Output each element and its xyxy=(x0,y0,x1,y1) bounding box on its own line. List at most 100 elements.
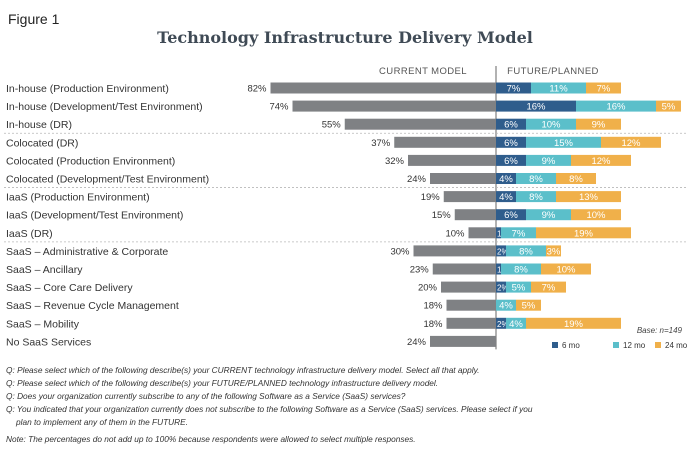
future-bar-24-mo xyxy=(601,136,661,148)
future-bar-6-mo xyxy=(496,173,516,184)
future-bar-12-mo xyxy=(496,299,516,311)
current-value-label: 15% xyxy=(432,210,452,221)
future-value-label: 5% xyxy=(662,102,676,113)
future-value-label: 2% xyxy=(497,320,509,329)
future-value-label: 3% xyxy=(547,246,561,257)
category-label: SaaS – Core Care Delivery xyxy=(6,282,133,294)
future-value-label: 13% xyxy=(579,192,599,203)
current-bar xyxy=(441,281,496,293)
current-value-label: 30% xyxy=(390,246,410,257)
category-label: SaaS – Ancillary xyxy=(6,264,83,276)
legend-swatch-12-mo xyxy=(613,342,619,348)
future-bar-6-mo xyxy=(496,227,501,239)
future-value-label: 15% xyxy=(554,138,574,149)
future-value-label: 16% xyxy=(606,102,626,113)
future-value-label: 9% xyxy=(542,210,556,221)
figure-label: Figure 1 xyxy=(8,11,60,27)
future-bar-12-mo xyxy=(506,281,531,293)
current-bar xyxy=(446,299,496,311)
future-bar-24-mo xyxy=(556,191,621,203)
future-bar-6-mo xyxy=(496,245,506,257)
legend-swatch-6-mo xyxy=(552,342,558,348)
future-bar-6-mo xyxy=(496,82,531,94)
future-value-label: 4% xyxy=(499,192,513,203)
future-value-label: 7% xyxy=(507,84,521,95)
current-value-label: 24% xyxy=(407,337,427,348)
category-label: IaaS (DR) xyxy=(6,228,53,240)
current-value-label: 10% xyxy=(445,228,465,239)
future-value-label: 11% xyxy=(549,84,568,95)
future-bar-6-mo xyxy=(496,317,506,329)
question-4: Q: You indicated that your organization … xyxy=(6,404,533,414)
future-value-label: 19% xyxy=(574,228,594,239)
question-1: Q: Please select which of the following … xyxy=(6,365,480,375)
current-bar xyxy=(446,317,496,329)
current-value-label: 55% xyxy=(322,120,342,131)
future-bar-12-mo xyxy=(501,227,536,239)
future-bar-24-mo xyxy=(516,299,541,311)
future-bar-6-mo xyxy=(496,263,501,275)
future-bar-24-mo xyxy=(576,118,621,130)
future-value-label: 19% xyxy=(564,319,584,330)
current-bar xyxy=(292,100,496,112)
future-value-label: 8% xyxy=(519,246,533,257)
future-bar-24-mo xyxy=(571,209,621,221)
future-value-label: 4% xyxy=(509,319,523,330)
future-bar-24-mo xyxy=(541,263,591,275)
category-label: Colocated (DR) xyxy=(6,137,78,149)
current-bar xyxy=(430,335,496,347)
current-bar xyxy=(468,227,496,239)
future-bar-12-mo xyxy=(506,317,526,329)
future-bar-24-mo xyxy=(571,154,631,166)
future-bar-24-mo xyxy=(556,173,596,184)
future-bar-6-mo xyxy=(496,191,516,203)
future-value-label: 2% xyxy=(497,284,509,293)
question-4-continued: plan to implement any of them in the FUT… xyxy=(16,417,189,427)
future-value-label: 6% xyxy=(504,156,518,167)
current-bar xyxy=(443,191,496,203)
current-bar xyxy=(394,136,496,148)
footnote: Note: The percentages do not add up to 1… xyxy=(6,434,416,444)
future-value-label: 5% xyxy=(522,301,536,312)
category-label: IaaS (Development/Test Environment) xyxy=(6,210,183,222)
future-bar-6-mo xyxy=(496,136,526,148)
future-value-label: 10% xyxy=(586,210,606,221)
future-value-label: 5% xyxy=(512,283,526,294)
future-bar-24-mo xyxy=(531,281,566,293)
future-value-label: 2% xyxy=(497,247,509,256)
future-value-label: 6% xyxy=(504,138,518,149)
current-bar xyxy=(408,154,496,166)
future-bar-12-mo xyxy=(516,191,556,203)
future-value-label: 12% xyxy=(621,138,641,149)
chart: CURRENT MODEL FUTURE/PLANNED In-house (Pro… xyxy=(4,66,688,350)
current-value-label: 18% xyxy=(423,319,443,330)
future-bar-12-mo xyxy=(526,136,601,148)
future-value-label: 8% xyxy=(529,174,543,185)
future-planned-heading: FUTURE/PLANNED xyxy=(507,66,599,77)
future-bar-6-mo xyxy=(496,100,576,112)
survey-questions: Q: Please select which of the following … xyxy=(6,364,686,429)
future-bar-24-mo xyxy=(526,317,621,329)
future-value-label: 4% xyxy=(499,301,513,312)
question-2: Q: Please select which of the following … xyxy=(6,378,439,388)
category-label: SaaS – Administrative & Corporate xyxy=(6,246,168,258)
future-value-label: 10% xyxy=(556,265,576,276)
base-note: Base: n=149 xyxy=(637,326,683,335)
current-value-label: 32% xyxy=(385,156,405,167)
future-bar-12-mo xyxy=(506,245,546,257)
category-label: SaaS – Revenue Cycle Management xyxy=(6,300,179,312)
category-label: In-house (DR) xyxy=(6,119,72,131)
future-bar-12-mo xyxy=(501,263,541,275)
future-bar-24-mo xyxy=(586,82,621,94)
future-value-label: 16% xyxy=(526,102,546,113)
future-value-label: 9% xyxy=(592,120,606,131)
future-value-label: 8% xyxy=(529,192,543,203)
category-label: Colocated (Production Environment) xyxy=(6,155,175,167)
future-bar-6-mo xyxy=(496,281,506,293)
future-bar-12-mo xyxy=(516,173,556,184)
future-bar-12-mo xyxy=(531,82,586,94)
chart-title: Technology Infrastructure Delivery Model xyxy=(157,28,533,47)
category-label: In-house (Production Environment) xyxy=(6,83,169,95)
future-value-label: 7% xyxy=(542,283,556,294)
future-value-label: 7% xyxy=(597,84,611,95)
